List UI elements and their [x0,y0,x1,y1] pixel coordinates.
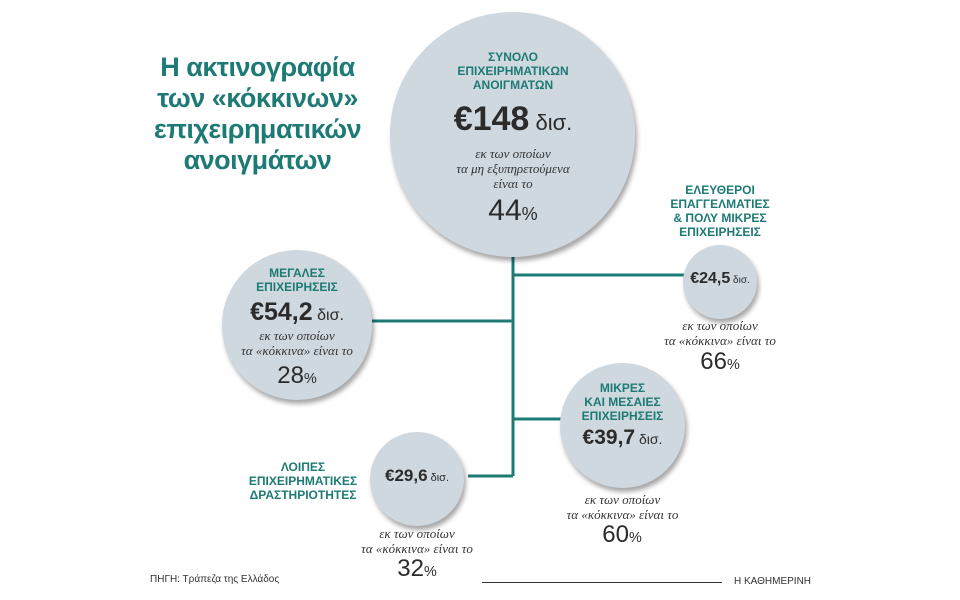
freelancers-caption-line-2: ΕΠΑΓΓΕΛΜΑΤΙΕΣ [670,197,770,211]
total-note: εκ των οποίων τα μη εξυπηρετούμενα είναι… [420,146,606,191]
total-percent-value: 44 [488,194,522,227]
other-amount-unit: δισ. [427,472,449,484]
total-amount: €148 δισ. [420,100,606,139]
total-caption-line-3: ΑΝΟΙΓΜΑΤΩΝ [472,78,554,92]
large-amount: €54,2 δισ. [232,298,362,327]
page-title: Η ακτινογραφία των «κόκκινων» επιχειρημα… [120,52,395,176]
total-note-line-2: τα μη εξυπηρετούμενα [456,161,570,176]
freelancers-amount: €24,5 δισ. [683,270,757,288]
freelancers-note-line-1: εκ των οποίων [682,318,758,333]
total-caption: ΣΥΝΟΛΟ ΕΠΙΧΕΙΡΗΜΑΤΙΚΩΝ ΑΝΟΙΓΜΑΤΩΝ [430,50,596,92]
total-amount-value: €148 [453,100,530,138]
other-circle [370,432,464,526]
sme-caption: ΜΙΚΡΕΣ ΚΑΙ ΜΕΣΑΙΕΣ ΕΠΙΧΕΙΡΗΣΕΙΣ [568,381,677,423]
other-note: εκ των οποίων τα «κόκκινα» είναι το [347,526,487,556]
large-percent-value: 28 [277,362,304,389]
sme-amount: €39,7 δισ. [562,426,683,450]
sme-caption-line-2: ΚΑΙ ΜΕΣΑΙΕΣ [584,395,661,409]
title-line-1: Η ακτινογραφία [160,52,355,82]
freelancers-amount-value: €24,5 [690,270,731,287]
total-percent: 44% [460,194,566,228]
freelancers-circle [683,245,757,319]
total-note-line-3: είναι το [493,176,533,191]
source-credit: ΠΗΓΗ: Τράπεζα της Ελλάδος [150,574,280,585]
other-caption: ΛΟΙΠΕΣ ΕΠΙΧΕΙΡΗΜΑΤΙΚΕΣ ΔΡΑΣΤΗΡΙΟΤΗΤΕΣ [243,460,363,502]
total-circle [390,12,635,257]
sme-note-line-2: τα «κόκκινα» είναι το [566,507,679,522]
freelancers-caption-line-3: & ΠΟΛΥ ΜΙΚΡΕΣ [673,211,767,225]
large-amount-unit: δισ. [312,307,344,324]
sme-note: εκ των οποίων τα «κόκκινα» είναι το [552,492,693,522]
other-caption-line-2: ΕΠΙΧΕΙΡΗΜΑΤΙΚΕΣ [248,474,358,488]
sme-circle [560,363,685,488]
large-note: εκ των οποίων τα «κόκκινα» είναι το [226,328,368,358]
other-note-line-2: τα «κόκκινα» είναι το [361,541,473,556]
other-caption-line-3: ΔΡΑΣΤΗΡΙΟΤΗΤΕΣ [249,488,357,502]
title-line-2: των «κόκκινων» [157,83,358,113]
large-caption-line-2: ΕΠΙΧΕΙΡΗΣΕΙΣ [256,280,338,294]
total-caption-line-1: ΣΥΝΟΛΟ [488,50,538,64]
total-note-line-1: εκ των οποίων [475,146,551,161]
freelancers-percent-sign: % [726,357,740,373]
large-amount-value: €54,2 [250,298,313,326]
large-caption-line-1: ΜΕΓΑΛΕΣ [269,266,325,280]
freelancers-note-line-2: τα «κόκκινα» είναι το [664,333,776,348]
other-caption-line-1: ΛΟΙΠΕΣ [280,460,326,474]
freelancers-percent-value: 66 [700,348,727,375]
other-note-line-1: εκ των οποίων [379,526,455,541]
sme-note-line-1: εκ των οποίων [584,492,661,507]
large-note-line-1: εκ των οποίων [259,328,335,343]
other-amount: €29,6 δισ. [370,466,464,486]
other-percent-value: 32 [397,555,424,582]
total-percent-sign: % [521,204,538,224]
freelancers-caption-line-4: ΕΠΙΧΕΙΡΗΣΕΙΣ [679,225,761,239]
freelancers-percent: 66% [690,348,750,376]
sme-percent: 60% [592,521,652,549]
freelancers-caption: ΕΛΕΥΘΕΡΟΙ ΕΠΑΓΓΕΛΜΑΤΙΕΣ & ΠΟΛΥ ΜΙΚΡΕΣ ΕΠ… [660,183,780,239]
title-line-4: ανοιγμάτων [183,145,332,175]
other-amount-value: €29,6 [384,466,428,485]
publisher-credit: Η ΚΑΘΗΜΕΡΙΝΗ [734,576,812,587]
other-percent-sign: % [423,564,437,580]
sme-amount-value: €39,7 [582,426,636,449]
sme-caption-line-3: ΕΠΙΧΕΙΡΗΣΕΙΣ [581,409,664,423]
large-circle [222,250,372,400]
large-percent: 28% [260,362,334,390]
total-caption-line-2: ΕΠΙΧΕΙΡΗΜΑΤΙΚΩΝ [457,64,569,78]
other-percent: 32% [387,555,447,583]
sme-amount-unit: δισ. [635,431,663,447]
large-caption: ΜΕΓΑΛΕΣ ΕΠΙΧΕΙΡΗΣΕΙΣ [240,266,354,294]
freelancers-amount-unit: δισ. [730,275,750,286]
freelancers-caption-line-1: ΕΛΕΥΘΕΡΟΙ [685,183,755,197]
freelancers-note: εκ των οποίων τα «κόκκινα» είναι το [650,318,790,348]
sme-percent-value: 60 [602,521,629,548]
sme-percent-sign: % [628,530,642,546]
large-note-line-2: τα «κόκκινα» είναι το [241,343,353,358]
large-percent-sign: % [303,371,317,387]
title-line-3: επιχειρηματικών [153,114,362,144]
total-amount-unit: δισ. [529,110,573,135]
footer-rule [482,582,722,583]
sme-caption-line-1: ΜΙΚΡΕΣ [599,381,646,395]
